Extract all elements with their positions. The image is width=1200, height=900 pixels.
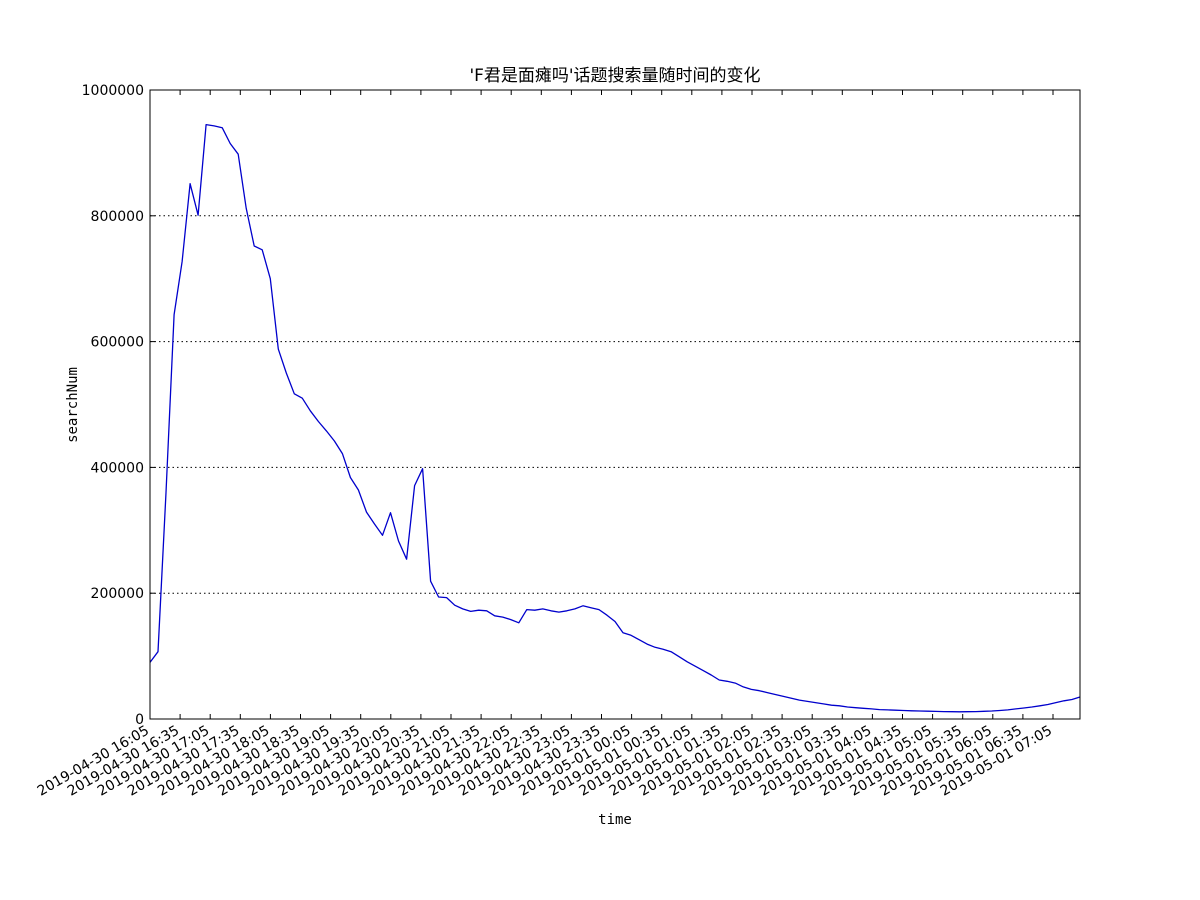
series-layer <box>149 123 1081 713</box>
y-tick-label: 200000 <box>91 586 144 602</box>
x-axis-label: time <box>598 812 632 828</box>
grid-lines <box>150 215 1080 594</box>
y-axis: 0 200000 400000 600000 800000 1000000 <box>82 83 1080 728</box>
y-axis-label: searchNum <box>65 367 81 443</box>
chart-title: 'F君是面瘫吗'话题搜索量随时间的变化 <box>469 66 760 86</box>
y-tick-label: 0 <box>135 712 144 728</box>
y-tick-label: 600000 <box>91 335 144 351</box>
y-tick-label: 800000 <box>91 209 144 225</box>
plot-frame <box>149 89 1081 720</box>
series-line <box>149 123 1081 713</box>
y-tick-label: 400000 <box>91 460 144 476</box>
y-tick-label: 1000000 <box>82 83 144 99</box>
